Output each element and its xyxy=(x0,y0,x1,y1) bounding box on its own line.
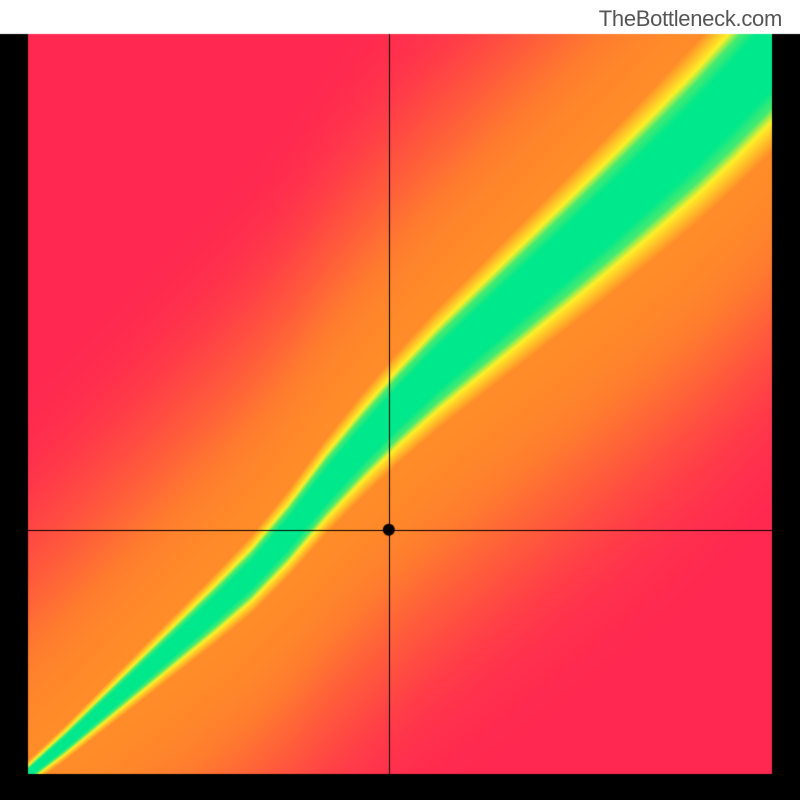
attribution-text: TheBottleneck.com xyxy=(599,6,782,32)
chart-container: TheBottleneck.com xyxy=(0,0,800,800)
bottleneck-heatmap-canvas xyxy=(0,0,800,800)
